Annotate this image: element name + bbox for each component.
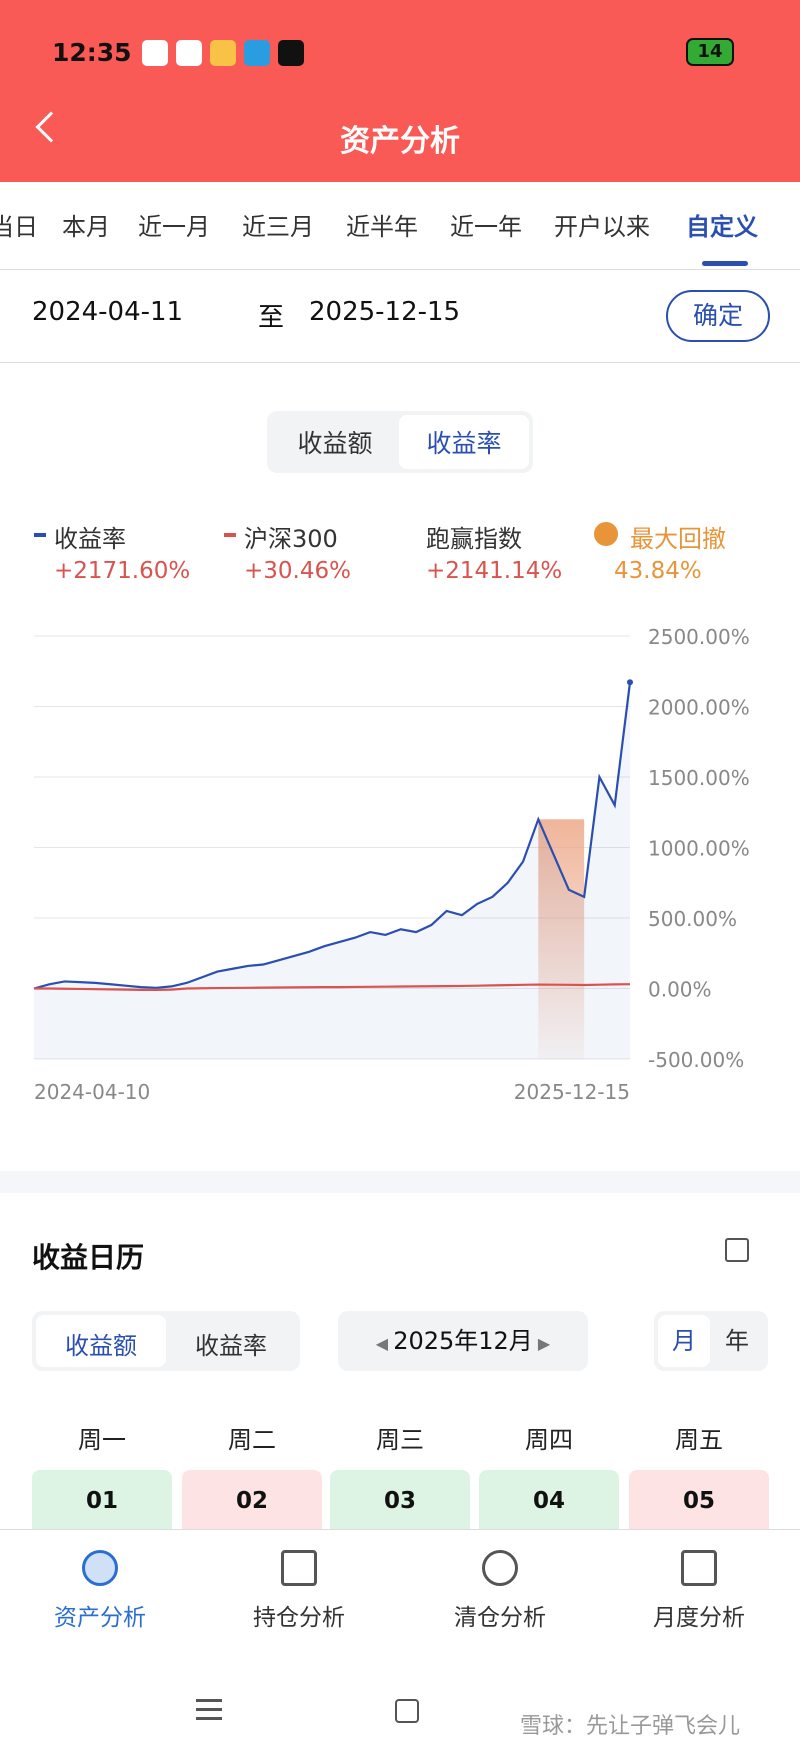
- divider: [0, 269, 800, 270]
- date-sep: 至: [258, 303, 285, 333]
- weekday: 周二: [228, 1426, 276, 1454]
- weekday: 周三: [376, 1426, 424, 1454]
- day-cell[interactable]: 04: [479, 1470, 619, 1530]
- tab-indicator: [702, 261, 748, 266]
- toggle-option[interactable]: 收益率: [426, 429, 502, 458]
- share-icon[interactable]: [725, 1238, 749, 1262]
- day-cell[interactable]: 01: [32, 1470, 172, 1530]
- series-line: [33, 682, 632, 990]
- tab[interactable]: 开户以来: [554, 213, 650, 241]
- y-tick-label: 1500.00%: [648, 766, 750, 790]
- day-cell[interactable]: 05: [629, 1470, 769, 1530]
- start-date[interactable]: 2024-04-11: [32, 297, 184, 327]
- legend-check: [594, 522, 618, 546]
- legend-name: 最大回撤: [630, 525, 726, 553]
- nav-icon: [482, 1550, 518, 1586]
- series-line: [34, 983, 631, 992]
- nav-label[interactable]: 月度分析: [653, 1605, 745, 1631]
- time: 12:35: [52, 38, 132, 67]
- legend-value: 43.84%: [614, 558, 702, 584]
- legend-name: 沪深300: [244, 525, 338, 553]
- nav-label[interactable]: 资产分析: [54, 1605, 146, 1631]
- view-option[interactable]: 月: [658, 1315, 710, 1367]
- confirm-button[interactable]: 确定: [666, 290, 770, 342]
- y-tick-label: 1000.00%: [648, 837, 750, 861]
- tab[interactable]: 自定义: [686, 213, 758, 241]
- day-cell[interactable]: 02: [182, 1470, 322, 1530]
- nav-label[interactable]: 持仓分析: [253, 1605, 345, 1631]
- x-tick-label: 2024-04-10: [34, 1080, 150, 1104]
- y-tick-label: 2000.00%: [648, 696, 750, 720]
- tab[interactable]: 近一月: [138, 213, 210, 241]
- y-tick-label: 2500.00%: [648, 625, 750, 649]
- toggle-option[interactable]: 收益额: [297, 429, 373, 458]
- legend-value: +30.46%: [244, 558, 351, 584]
- y-tick-label: 0.00%: [648, 978, 712, 1002]
- section-title: 收益日历: [32, 1241, 145, 1274]
- battery: 14: [686, 38, 734, 66]
- weekday: 周四: [525, 1426, 573, 1454]
- weekday: 周五: [675, 1426, 723, 1454]
- view-option[interactable]: 年: [725, 1327, 749, 1355]
- nav-label[interactable]: 清仓分析: [454, 1605, 546, 1631]
- chart: -500.00% 0.00% 500.00% 1000.00% 1500.00% 2000…: [33, 625, 750, 1104]
- day-cell[interactable]: 03: [330, 1470, 470, 1530]
- legend-name: 跑赢指数: [426, 525, 522, 553]
- month: 2025年12月: [393, 1327, 533, 1355]
- legend-value: +2171.60%: [54, 558, 191, 584]
- legend-name: 收益率: [54, 525, 126, 553]
- tab[interactable]: 当日: [0, 213, 38, 241]
- y-tick-label: 500.00%: [648, 907, 737, 931]
- app-icons: [142, 40, 304, 66]
- header-bg: [0, 0, 800, 182]
- nav-icon: [281, 1550, 317, 1586]
- end-date[interactable]: 2025-12-15: [309, 297, 461, 327]
- tab[interactable]: 本月: [62, 213, 110, 241]
- watermark: 雪球：先让子弹飞会儿: [520, 1714, 741, 1739]
- tab[interactable]: 近半年: [346, 213, 418, 241]
- page-title: 资产分析: [340, 124, 460, 159]
- cal-toggle-option[interactable]: 收益率: [195, 1332, 267, 1360]
- tab[interactable]: 近三月: [242, 213, 314, 241]
- separator: [0, 1171, 800, 1193]
- area: [34, 682, 630, 1059]
- legend-swatch: [34, 533, 46, 537]
- system-bar: [0, 1659, 800, 1757]
- y-tick-label: -500.00%: [648, 1048, 744, 1072]
- bottom-nav: [0, 1529, 800, 1659]
- tab[interactable]: 近一年: [450, 213, 522, 241]
- drawdown-band: [538, 819, 585, 1059]
- end-dot: [627, 679, 633, 686]
- cal-toggle-option[interactable]: 收益额: [65, 1332, 137, 1360]
- cal-toggle-active: [36, 1315, 166, 1367]
- toggle-active: [399, 415, 529, 469]
- legend-value: +2141.14%: [426, 558, 563, 584]
- legend-swatch: [224, 533, 236, 537]
- nav-icon: [82, 1550, 118, 1586]
- x-tick-label: 2025-12-15: [514, 1080, 630, 1104]
- divider: [0, 362, 800, 363]
- weekday: 周一: [78, 1426, 126, 1454]
- month-picker[interactable]: ◀ 2025年12月 ▶: [338, 1311, 588, 1371]
- nav-icon: [681, 1550, 717, 1586]
